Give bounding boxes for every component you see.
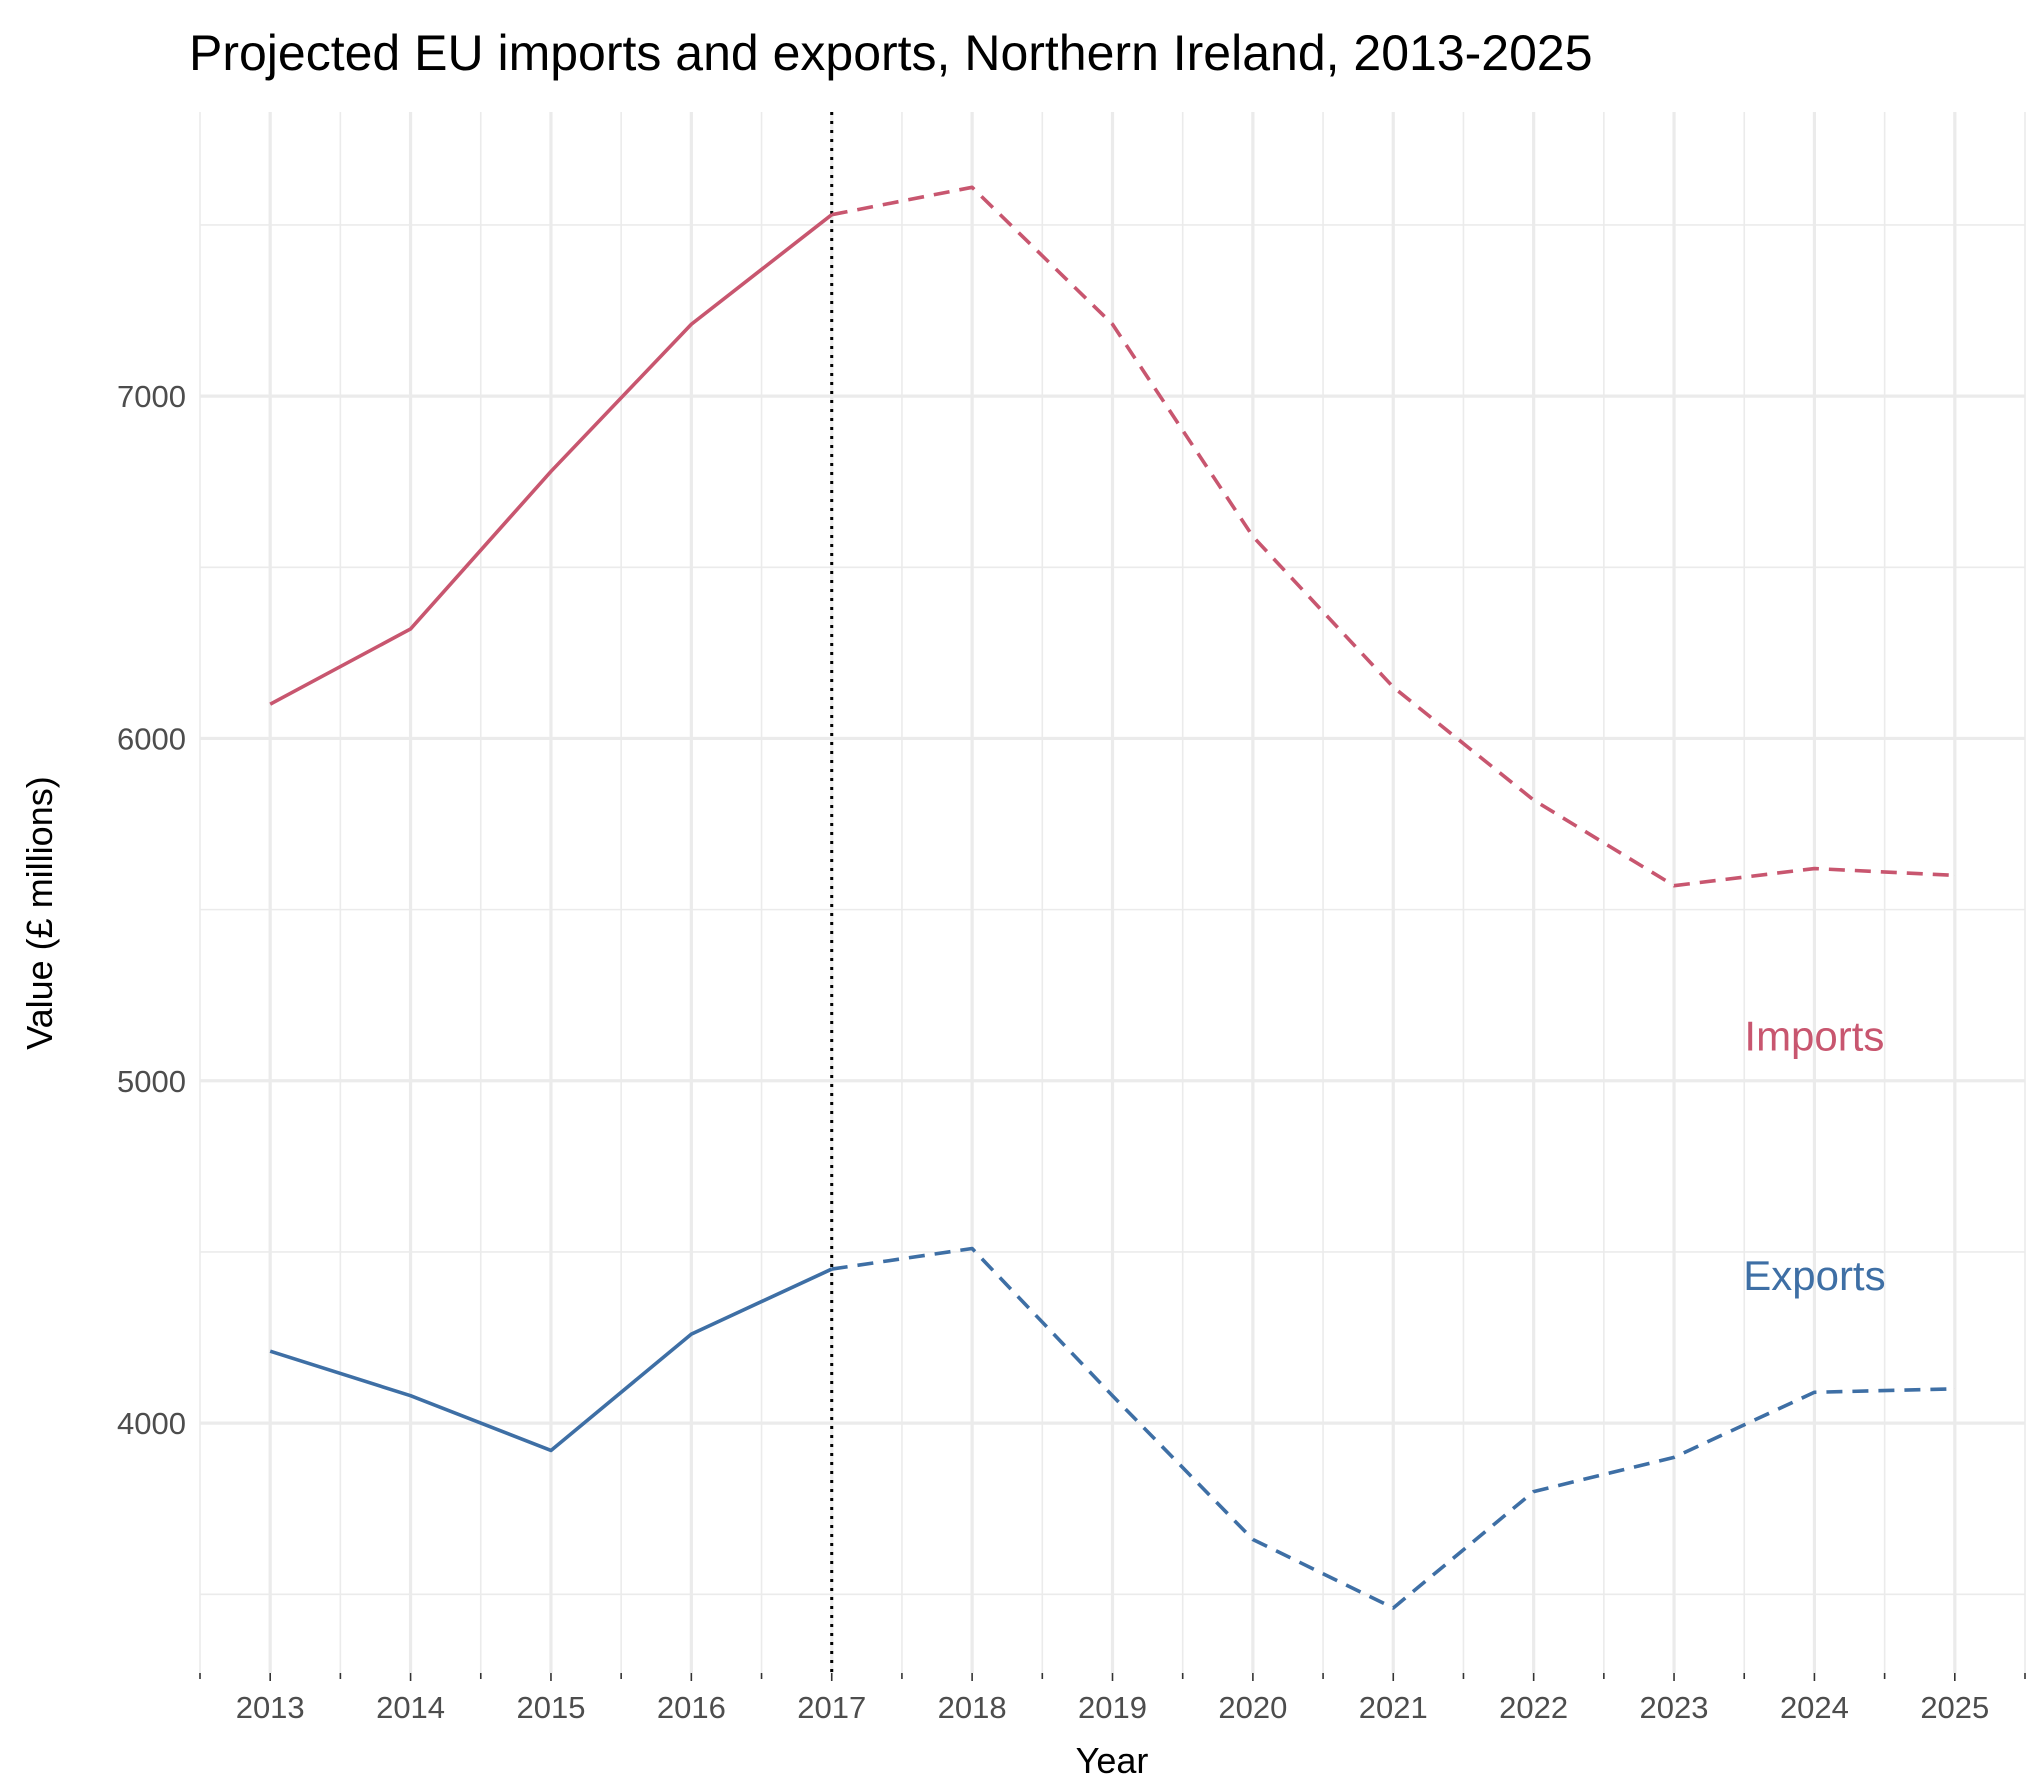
x-tick-label: 2017 bbox=[797, 1690, 866, 1725]
x-tick-label: 2016 bbox=[657, 1690, 726, 1725]
y-tick-label: 7000 bbox=[117, 379, 186, 414]
x-tick-label: 2022 bbox=[1499, 1690, 1568, 1725]
x-tick-label: 2013 bbox=[236, 1690, 305, 1725]
x-axis: 2013 2014 2015 2016 2017 2018 2019 2020 2021 2022… bbox=[199, 1673, 2026, 1725]
exports-series-label: Exports bbox=[1743, 1252, 1885, 1299]
chart-title: Projected EU imports and exports, Northe… bbox=[189, 25, 1593, 81]
x-axis-title: Year bbox=[1076, 1740, 1149, 1781]
x-tick-label: 2019 bbox=[1078, 1690, 1147, 1725]
x-tick-label: 2015 bbox=[516, 1690, 585, 1725]
y-axis: 4000 5000 6000 7000 bbox=[117, 379, 186, 1441]
x-tick-label: 2018 bbox=[938, 1690, 1007, 1725]
imports-line-projected bbox=[831, 185, 1955, 888]
x-tick-label: 2025 bbox=[1920, 1690, 1989, 1725]
series-labels: Imports Exports bbox=[1743, 1012, 1885, 1299]
y-tick-label: 6000 bbox=[117, 721, 186, 756]
imports-series-label: Imports bbox=[1744, 1012, 1884, 1059]
x-tick-label: 2023 bbox=[1640, 1690, 1709, 1725]
y-axis-title: Value (£ millions) bbox=[19, 776, 60, 1049]
x-tick-label: 2024 bbox=[1780, 1690, 1849, 1725]
x-tick-label: 2020 bbox=[1218, 1690, 1287, 1725]
y-tick-label: 4000 bbox=[117, 1406, 186, 1441]
x-tick-label: 2021 bbox=[1359, 1690, 1428, 1725]
y-tick-label: 5000 bbox=[117, 1064, 186, 1099]
series-lines bbox=[269, 185, 1955, 1610]
x-tick-label: 2014 bbox=[376, 1690, 445, 1725]
grid bbox=[199, 112, 2026, 1673]
